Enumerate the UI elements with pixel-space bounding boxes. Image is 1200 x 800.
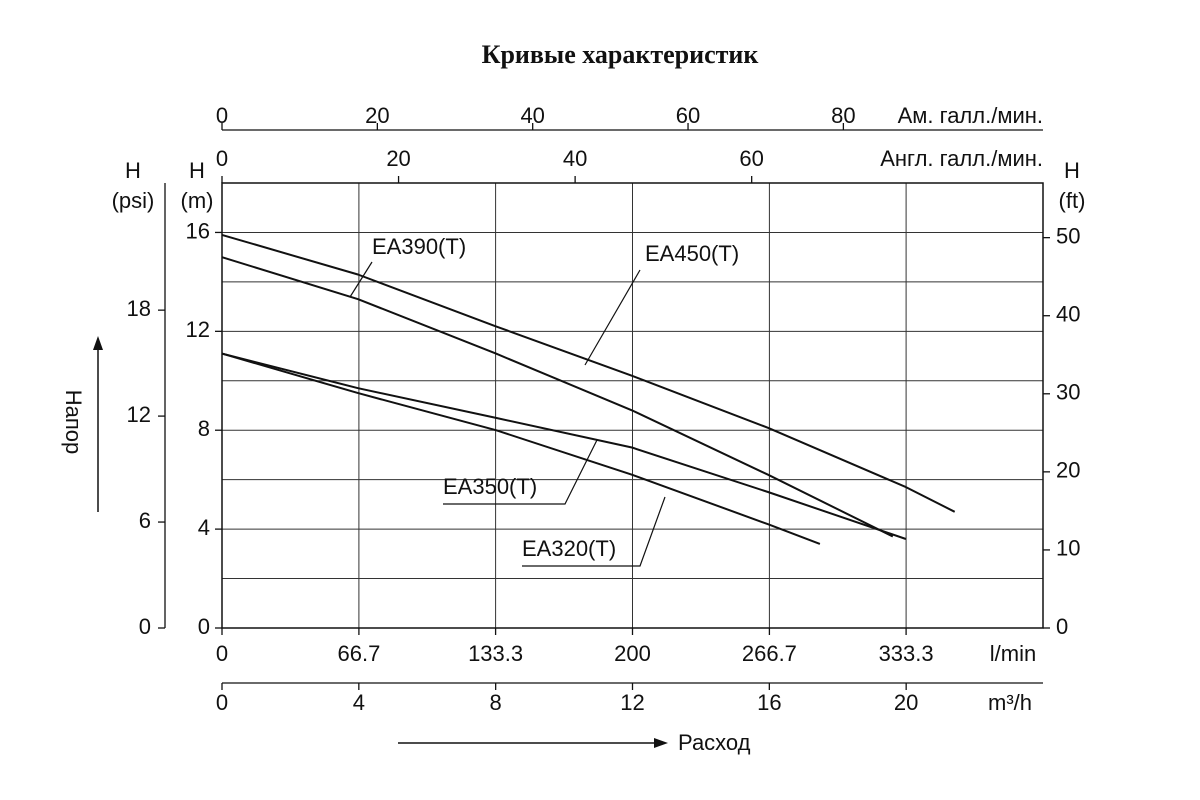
psi-tick-label: 12 — [127, 402, 151, 427]
y-tick-label: 16 — [186, 218, 210, 243]
ft-tick-label: 40 — [1056, 302, 1080, 327]
ft-tick-label: 50 — [1056, 223, 1080, 248]
y-tick-label: 8 — [198, 416, 210, 441]
x-tick-label: 133.3 — [468, 641, 523, 666]
x2-tick-label: 4 — [353, 690, 365, 715]
x-top-uk-tick-label: 40 — [563, 146, 587, 171]
y-tick-label: 0 — [198, 614, 210, 639]
x-top-uk-tick-label: 60 — [739, 146, 763, 171]
curve — [221, 352, 907, 540]
ft-tick-label: 10 — [1056, 536, 1080, 561]
series-label: EA320(T) — [522, 536, 616, 561]
leader-line — [584, 269, 641, 366]
psi-head: H — [125, 158, 141, 183]
x-top-us-tick-label: 60 — [676, 103, 700, 128]
curve — [221, 352, 821, 545]
x-tick-label: 0 — [216, 641, 228, 666]
x-top-us-tick-label: 80 — [831, 103, 855, 128]
y-tick-label: 4 — [198, 515, 210, 540]
psi-label: (psi) — [112, 188, 155, 213]
x2-tick-label: 20 — [894, 690, 918, 715]
series-label: EA350(T) — [443, 474, 537, 499]
series-label: EA450(T) — [645, 241, 739, 266]
ft-tick-label: 0 — [1056, 614, 1068, 639]
x-tick-label: 333.3 — [879, 641, 934, 666]
x-top-uk-label: Англ. галл./мин. — [880, 146, 1043, 171]
y-label: (m) — [181, 188, 214, 213]
x-tick-label: 266.7 — [742, 641, 797, 666]
x2-label: m³/h — [988, 690, 1032, 715]
x-top-uk-tick-label: 20 — [386, 146, 410, 171]
ft-head: H — [1064, 158, 1080, 183]
ft-label: (ft) — [1059, 188, 1086, 213]
x-top-us-tick-label: 40 — [520, 103, 544, 128]
x2-tick-label: 12 — [620, 690, 644, 715]
x-top-us-tick-label: 20 — [365, 103, 389, 128]
psi-tick-label: 18 — [127, 296, 151, 321]
x-title: Расход — [678, 730, 751, 755]
x-tick-label: 66.7 — [337, 641, 380, 666]
x2-tick-label: 16 — [757, 690, 781, 715]
chart-title: Кривые характеристик — [482, 40, 759, 69]
x-tick-label: 200 — [614, 641, 651, 666]
x-label: l/min — [990, 641, 1036, 666]
x-top-uk-tick-label: 0 — [216, 146, 228, 171]
series-label: EA390(T) — [372, 234, 466, 259]
x-arrow-head — [654, 738, 668, 748]
leader-line — [443, 439, 598, 505]
x-top-us-tick-label: 0 — [216, 103, 228, 128]
x2-tick-label: 8 — [490, 690, 502, 715]
y-arrow-head — [93, 336, 103, 350]
curve — [221, 233, 956, 513]
psi-tick-label: 0 — [139, 614, 151, 639]
y-tick-label: 12 — [186, 317, 210, 342]
leader-line — [522, 496, 666, 567]
y-title: Напор — [61, 390, 86, 455]
leader-line — [349, 261, 373, 298]
curve — [221, 256, 894, 538]
y-head: H — [189, 158, 205, 183]
psi-tick-label: 6 — [139, 508, 151, 533]
ft-tick-label: 30 — [1056, 380, 1080, 405]
x2-tick-label: 0 — [216, 690, 228, 715]
ft-tick-label: 20 — [1056, 458, 1080, 483]
x-top-us-label: Ам. галл./мин. — [898, 103, 1043, 128]
